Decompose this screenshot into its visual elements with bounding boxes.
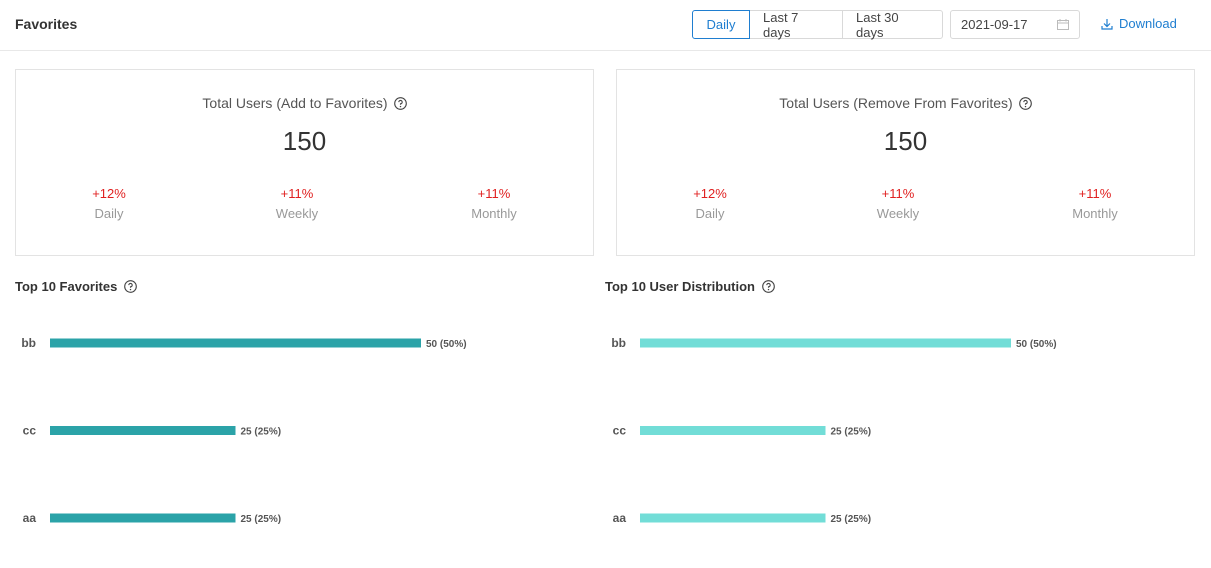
bar-value-label: 50 (50%) xyxy=(426,339,467,350)
bar-chart-svg: bb 50 (50%) cc 25 (25%) aa 25 (25%) xyxy=(21,336,467,525)
total-value: 150 xyxy=(883,126,928,156)
stat-delta: +11% xyxy=(477,186,511,201)
bar[interactable] xyxy=(50,426,236,435)
card-title-text: Total Users (Add to Favorites) xyxy=(202,95,388,111)
stat-label: Daily xyxy=(695,206,725,221)
tab-last-30-days[interactable]: Last 30 days xyxy=(842,10,943,40)
bar[interactable] xyxy=(640,338,1011,348)
stat-weekly: +11% Weekly xyxy=(237,186,357,221)
card-title-text: Total Users (Remove From Favorites) xyxy=(779,95,1013,111)
stat-label: Weekly xyxy=(275,206,319,221)
help-icon[interactable] xyxy=(393,96,407,110)
stat-daily: +12% Daily xyxy=(650,186,770,221)
section-title-top-favorites: Top 10 Favorites xyxy=(15,279,138,294)
bar[interactable] xyxy=(640,426,826,435)
stat-delta: +12% xyxy=(92,186,126,201)
category-label: aa xyxy=(23,511,37,525)
stat-label: Monthly xyxy=(471,206,517,221)
stat-label: Weekly xyxy=(876,206,920,221)
stat-delta: +11% xyxy=(1078,186,1112,201)
period-selector: Daily Last 7 days Last 30 days xyxy=(692,10,943,40)
stat-monthly: +11% Monthly xyxy=(434,186,554,221)
bar[interactable] xyxy=(50,513,236,523)
category-label: aa xyxy=(613,511,627,525)
help-icon[interactable] xyxy=(762,280,775,293)
category-label: bb xyxy=(21,336,36,350)
date-value: 2021-09-17 xyxy=(961,17,1028,32)
download-label: Download xyxy=(1119,16,1177,31)
bar-value-label: 25 (25%) xyxy=(831,427,872,438)
card-add-to-favorites: Total Users (Add to Favorites) 150 +12% … xyxy=(15,69,594,256)
download-icon xyxy=(1101,18,1113,30)
category-label: cc xyxy=(23,424,37,438)
help-icon[interactable] xyxy=(124,280,138,293)
card-title: Total Users (Remove From Favorites) xyxy=(617,95,1194,111)
section-title-top-user-distribution: Top 10 User Distribution xyxy=(605,279,775,294)
stat-daily: +12% Daily xyxy=(49,186,169,221)
bar[interactable] xyxy=(640,513,826,523)
tab-last-7-days[interactable]: Last 7 days xyxy=(749,10,843,40)
stat-delta: +12% xyxy=(693,186,727,201)
bar-value-label: 25 (25%) xyxy=(241,427,282,438)
category-label: bb xyxy=(611,336,626,350)
top-bar: Favorites Daily Last 7 days Last 30 days… xyxy=(0,0,1211,51)
category-label: cc xyxy=(613,424,627,438)
stat-delta: +11% xyxy=(881,186,915,201)
chart-top-user-distribution: bb 50 (50%) cc 25 (25%) aa 25 (25%) xyxy=(590,300,1150,568)
stat-monthly: +11% Monthly xyxy=(1035,186,1155,221)
bar-value-label: 25 (25%) xyxy=(831,514,872,525)
stat-label: Monthly xyxy=(1072,206,1118,221)
bar[interactable] xyxy=(50,338,421,348)
download-button[interactable]: Download xyxy=(1101,16,1177,31)
calendar-icon xyxy=(1057,19,1069,30)
chart-top-favorites: bb 50 (50%) cc 25 (25%) aa 25 (25%) xyxy=(0,300,560,568)
total-value: 150 xyxy=(282,126,327,156)
stat-label: Daily xyxy=(94,206,124,221)
card-title: Total Users (Add to Favorites) xyxy=(16,95,593,111)
stat-delta: +11% xyxy=(280,186,314,201)
stat-weekly: +11% Weekly xyxy=(838,186,958,221)
bar-chart-svg: bb 50 (50%) cc 25 (25%) aa 25 (25%) xyxy=(611,336,1057,525)
page-title: Favorites xyxy=(15,16,78,32)
section-title-text: Top 10 User Distribution xyxy=(605,279,755,294)
bar-value-label: 50 (50%) xyxy=(1016,339,1057,350)
help-icon[interactable] xyxy=(1018,96,1032,110)
bar-value-label: 25 (25%) xyxy=(241,514,282,525)
date-picker[interactable]: 2021-09-17 xyxy=(950,10,1080,39)
tab-daily[interactable]: Daily xyxy=(692,10,750,39)
card-remove-from-favorites: Total Users (Remove From Favorites) 150 … xyxy=(616,69,1195,256)
section-title-text: Top 10 Favorites xyxy=(15,279,118,294)
